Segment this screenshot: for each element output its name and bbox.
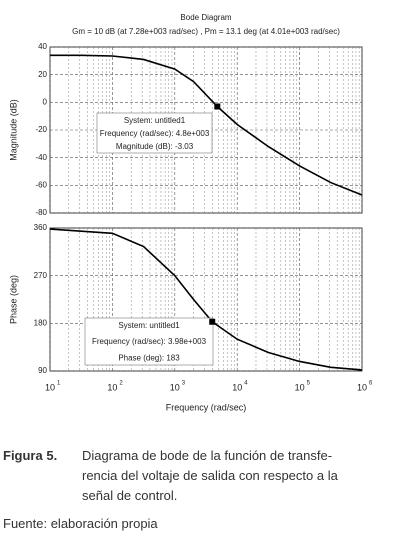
data-marker: [214, 103, 221, 110]
y-tick-label: -20: [35, 125, 47, 134]
chart-title: Bode Diagram: [180, 13, 231, 22]
chart: 40 20 0 -20 -40 -60 -80 System: untitled1 Freque…: [8, 13, 373, 412]
x-axis-label: Frequency (rad/sec): [166, 402, 247, 412]
chart-subtitle: Gm = 10 dB (at 7.28e+003 rad/sec) , Pm =…: [72, 27, 340, 36]
data-tip-text: Frequency (rad/sec): 3.98e+003: [92, 337, 207, 346]
x-tick-label: 10: [357, 382, 367, 392]
data-marker: [209, 318, 216, 325]
caption-label: Figura 5.: [3, 448, 58, 463]
x-tick-exponent: 6: [369, 381, 373, 387]
data-tip: [96, 112, 213, 154]
y-axis-label: Phase (deg): [8, 275, 18, 324]
y-tick-label: -40: [35, 153, 47, 162]
y-tick-label: 270: [34, 271, 48, 280]
x-tick-exponent: 2: [119, 381, 123, 387]
data-tip-text: System: untitled1: [124, 116, 186, 125]
x-tick-exponent: 3: [182, 381, 186, 387]
curve: [50, 54, 363, 196]
caption-line: rencia del voltaje de salida con respect…: [82, 468, 338, 483]
y-axis-label: Magnitude (dB): [8, 99, 18, 161]
x-tick-exponent: 5: [307, 381, 311, 387]
y-tick-label: 360: [34, 223, 48, 232]
x-tick-label: 10: [107, 382, 117, 392]
x-tick-label: 10: [295, 382, 305, 392]
caption-line: Diagrama de bode de la función de transf…: [82, 448, 333, 463]
y-tick-label: 180: [34, 318, 48, 327]
y-tick-label: 20: [38, 70, 47, 79]
source: Fuente: elaboración propia: [3, 516, 158, 531]
y-tick-label: -80: [35, 208, 47, 217]
x-tick-exponent: 1: [57, 381, 61, 387]
x-tick-label: 10: [232, 382, 242, 392]
y-tick-label: -60: [35, 180, 47, 189]
data-tip-text: Phase (deg): 183: [118, 353, 180, 362]
data-tip-text: System: untitled1: [118, 321, 180, 330]
x-tick-label: 10: [45, 382, 55, 392]
data-tip: [84, 317, 214, 366]
x-tick-label: 10: [170, 382, 180, 392]
y-tick-label: 0: [43, 97, 48, 106]
data-tip-text: Frequency (rad/sec): 4.8e+003: [100, 129, 210, 138]
caption-line: señal de control.: [82, 488, 178, 503]
x-tick-exponent: 4: [244, 381, 248, 387]
y-tick-label: 40: [38, 42, 47, 51]
data-tip-text: Magnitude (dB): -3.03: [116, 142, 194, 151]
y-tick-label: 90: [38, 366, 47, 375]
